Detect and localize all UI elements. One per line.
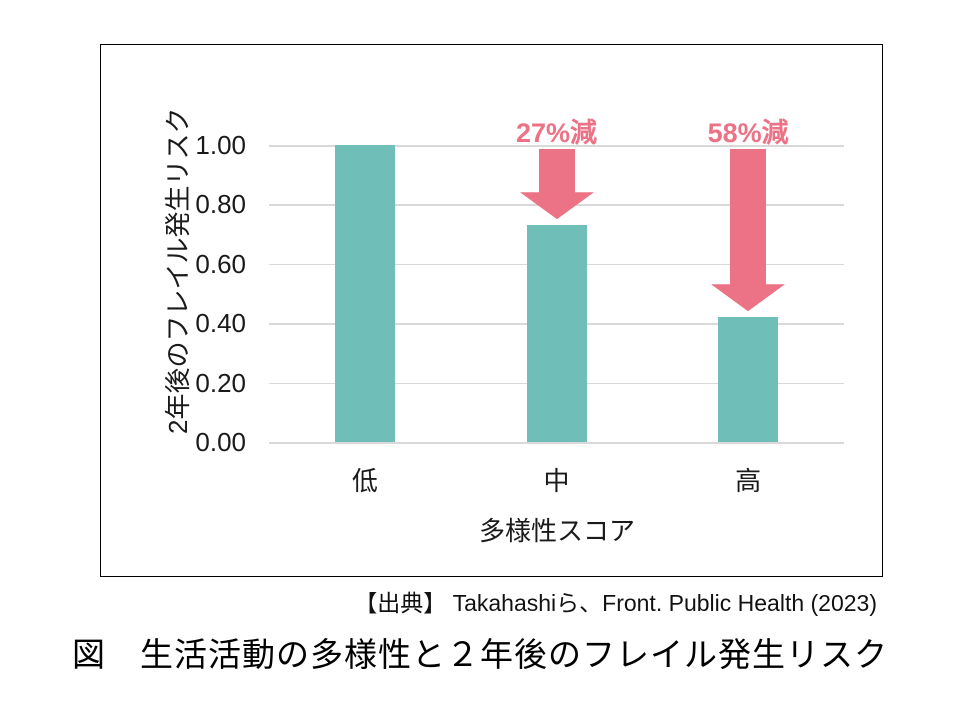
y-tick-label: 0.20 [195,367,246,398]
y-tick-label: 1.00 [195,130,246,160]
y-axis-title: 2年後のフレイル発生リスク [163,107,193,434]
reduction-label: 27%減 [515,118,598,148]
y-tick-label: 0.40 [195,308,246,339]
reduction-arrow-icon [711,149,786,312]
x-category-label: 低 [351,466,378,496]
gridline [269,442,844,444]
source-citation: 【出典】 Takahashiら、Front. Public Health (20… [354,590,877,616]
bar [526,225,587,442]
bar [334,145,395,442]
x-category-label: 中 [543,466,570,496]
y-tick-label: 0.80 [195,189,246,220]
bar [718,317,779,442]
reduction-arrow-icon [519,149,594,220]
x-category-label: 高 [735,466,762,496]
x-axis-title: 多様性スコア [478,516,635,546]
y-tick-label: 0.00 [195,427,246,457]
chart-area: 1.00 0.80 0.60 0.40 0.20 0.00 低 中 高 27%減 58%減 2年後の… [100,44,883,577]
figure-caption: 図 生活活動の多様性と２年後のフレイル発生リスク [72,636,888,673]
y-tick-label: 0.60 [195,248,246,279]
reduction-label: 58%減 [707,118,789,148]
gridline [269,145,844,147]
